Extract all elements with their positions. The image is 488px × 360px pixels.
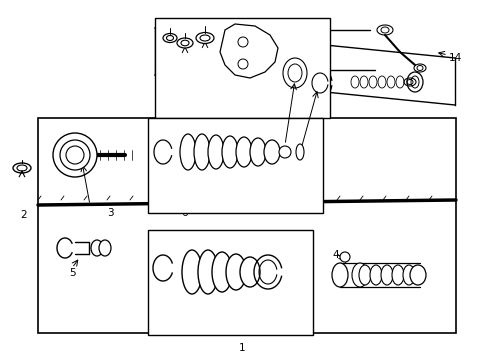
Bar (155, 18, 329, 118)
Ellipse shape (99, 240, 111, 256)
Ellipse shape (331, 263, 347, 287)
Ellipse shape (13, 163, 31, 173)
Ellipse shape (212, 252, 231, 292)
Ellipse shape (166, 36, 173, 40)
Ellipse shape (222, 136, 238, 168)
Ellipse shape (295, 144, 304, 160)
Ellipse shape (410, 76, 418, 88)
Ellipse shape (181, 40, 189, 46)
Ellipse shape (53, 133, 97, 177)
Polygon shape (220, 24, 278, 78)
Bar (148, 118, 323, 213)
Ellipse shape (380, 265, 392, 285)
Ellipse shape (395, 76, 403, 88)
Ellipse shape (283, 58, 306, 88)
Text: 10: 10 (198, 50, 211, 60)
Circle shape (238, 59, 247, 69)
Ellipse shape (368, 76, 376, 88)
Circle shape (279, 146, 290, 158)
Ellipse shape (196, 32, 214, 44)
Text: 13: 13 (181, 43, 194, 53)
Ellipse shape (194, 134, 209, 170)
Ellipse shape (369, 265, 381, 285)
Ellipse shape (406, 72, 422, 92)
Circle shape (339, 252, 349, 262)
Ellipse shape (180, 134, 196, 170)
Text: 7: 7 (151, 280, 158, 290)
Ellipse shape (177, 38, 193, 48)
Ellipse shape (163, 33, 177, 42)
Ellipse shape (377, 76, 385, 88)
Ellipse shape (350, 76, 358, 88)
Ellipse shape (91, 240, 103, 256)
Ellipse shape (236, 137, 251, 167)
Ellipse shape (391, 265, 403, 285)
Ellipse shape (249, 138, 265, 166)
Ellipse shape (198, 250, 218, 294)
Bar (38, 118, 455, 333)
Ellipse shape (386, 76, 394, 88)
Text: 8: 8 (154, 37, 161, 47)
Text: 1: 1 (238, 343, 245, 353)
Bar (148, 230, 312, 335)
Ellipse shape (264, 140, 280, 164)
Ellipse shape (287, 64, 302, 82)
Ellipse shape (351, 263, 367, 287)
Ellipse shape (17, 165, 27, 171)
Ellipse shape (225, 254, 245, 290)
Ellipse shape (276, 51, 312, 95)
Circle shape (238, 37, 247, 47)
Text: 4: 4 (332, 250, 339, 260)
Text: 5: 5 (68, 268, 75, 278)
Text: 11: 11 (291, 157, 304, 167)
Ellipse shape (182, 250, 202, 294)
Ellipse shape (207, 135, 224, 169)
Ellipse shape (240, 257, 260, 287)
Text: 2: 2 (20, 210, 27, 220)
Text: 3: 3 (106, 208, 113, 218)
Ellipse shape (359, 76, 367, 88)
Ellipse shape (60, 140, 90, 170)
Ellipse shape (66, 146, 84, 164)
Text: 9: 9 (285, 143, 292, 153)
Text: 12: 12 (228, 47, 241, 57)
Text: 14: 14 (447, 53, 461, 63)
Ellipse shape (409, 265, 425, 285)
Ellipse shape (358, 265, 370, 285)
Ellipse shape (200, 35, 209, 41)
Text: 6: 6 (182, 208, 188, 218)
Ellipse shape (402, 265, 414, 285)
